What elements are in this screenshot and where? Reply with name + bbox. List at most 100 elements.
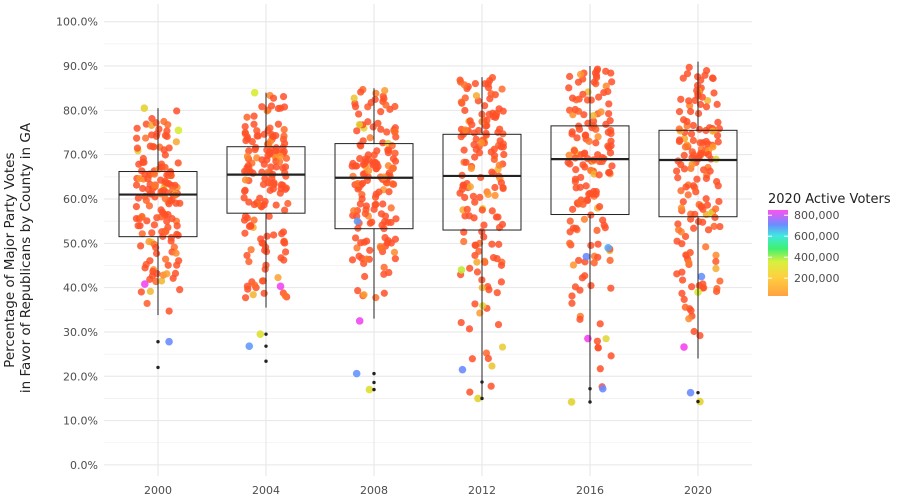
- county-point: [363, 255, 371, 263]
- county-point: [276, 189, 284, 197]
- county-point: [144, 185, 152, 193]
- county-point: [243, 113, 251, 121]
- county-point: [588, 190, 597, 198]
- county-point: [713, 100, 721, 108]
- county-point: [263, 107, 271, 115]
- county-point: [484, 282, 492, 291]
- county-point: [245, 147, 253, 155]
- county-point: [679, 74, 687, 82]
- county-point: [152, 119, 160, 127]
- county-point: [481, 102, 489, 110]
- county-point: [171, 269, 180, 277]
- county-point: [158, 208, 167, 216]
- county-point: [269, 94, 278, 102]
- county-point: [161, 195, 169, 203]
- county-point: [699, 205, 707, 213]
- county-point: [606, 256, 614, 265]
- county-point: [173, 261, 181, 269]
- county-point: [472, 92, 481, 100]
- county-point: [281, 248, 290, 256]
- county-point: [280, 256, 288, 264]
- county-point: [132, 181, 141, 189]
- county-point: [697, 76, 705, 84]
- large-county-point: [696, 397, 704, 406]
- x-tick-label: 2020: [684, 484, 712, 497]
- county-point: [680, 151, 688, 160]
- county-point: [460, 81, 469, 89]
- county-point: [267, 179, 275, 188]
- county-point: [674, 226, 683, 234]
- county-point: [675, 125, 683, 133]
- county-point: [581, 131, 590, 139]
- outlier-point: [696, 390, 700, 395]
- county-point: [374, 119, 382, 127]
- outlier-point: [480, 380, 484, 384]
- county-point: [461, 212, 469, 220]
- y-tick-label: 80.0%: [63, 104, 98, 117]
- county-point: [465, 325, 474, 333]
- county-point: [569, 261, 578, 269]
- county-point: [595, 171, 603, 179]
- large-county-point: [686, 388, 695, 397]
- county-point: [687, 307, 695, 315]
- x-tick-label: 2004: [252, 484, 280, 497]
- county-point: [244, 285, 252, 293]
- county-point: [703, 96, 712, 105]
- county-point: [370, 160, 378, 168]
- county-point: [594, 240, 602, 248]
- county-point: [133, 124, 141, 132]
- y-tick-label: 100.0%: [56, 16, 98, 29]
- county-point: [265, 212, 273, 220]
- county-point: [260, 289, 268, 297]
- legend: 2020 Active Voters 800,000 600,000 400,000…: [768, 192, 891, 296]
- county-point: [248, 138, 256, 146]
- county-point: [569, 205, 577, 213]
- county-point: [607, 284, 615, 292]
- y-axis-label-line-2: in Favor of Republicans by County in GA: [18, 122, 34, 393]
- county-point: [241, 129, 249, 137]
- county-point: [570, 147, 579, 155]
- county-point: [683, 117, 691, 126]
- county-point: [592, 139, 600, 147]
- outlier-point: [156, 340, 160, 344]
- county-point: [674, 174, 682, 182]
- county-point: [497, 143, 505, 151]
- outlier-point: [372, 380, 376, 385]
- county-point: [500, 150, 508, 159]
- county-point: [685, 97, 693, 105]
- county-point: [375, 188, 383, 196]
- county-point: [599, 216, 607, 224]
- county-point: [480, 221, 488, 229]
- county-point: [596, 320, 604, 328]
- county-point: [141, 170, 149, 178]
- county-point: [360, 291, 368, 299]
- county-point: [602, 120, 610, 129]
- county-point: [457, 98, 465, 106]
- county-point: [577, 151, 585, 159]
- county-point: [605, 100, 613, 108]
- county-point: [605, 110, 613, 118]
- county-point: [143, 299, 151, 308]
- county-point: [714, 118, 722, 126]
- outlier-point: [372, 371, 376, 376]
- county-point: [712, 264, 720, 273]
- large-county-point: [352, 369, 361, 378]
- county-point: [498, 85, 506, 93]
- county-point: [687, 130, 696, 138]
- large-county-point: [680, 343, 688, 351]
- county-point: [497, 261, 506, 269]
- county-point: [160, 117, 168, 126]
- county-point: [142, 134, 150, 142]
- legend-label: 400,000: [794, 251, 840, 264]
- county-point: [484, 190, 492, 199]
- county-point: [714, 138, 722, 146]
- county-point: [250, 120, 258, 128]
- county-point: [133, 144, 142, 152]
- county-point: [284, 199, 292, 208]
- county-point: [277, 104, 285, 112]
- county-point: [391, 235, 400, 243]
- county-point: [243, 152, 252, 161]
- county-point: [359, 137, 367, 145]
- county-point: [176, 286, 184, 294]
- county-point: [695, 125, 704, 133]
